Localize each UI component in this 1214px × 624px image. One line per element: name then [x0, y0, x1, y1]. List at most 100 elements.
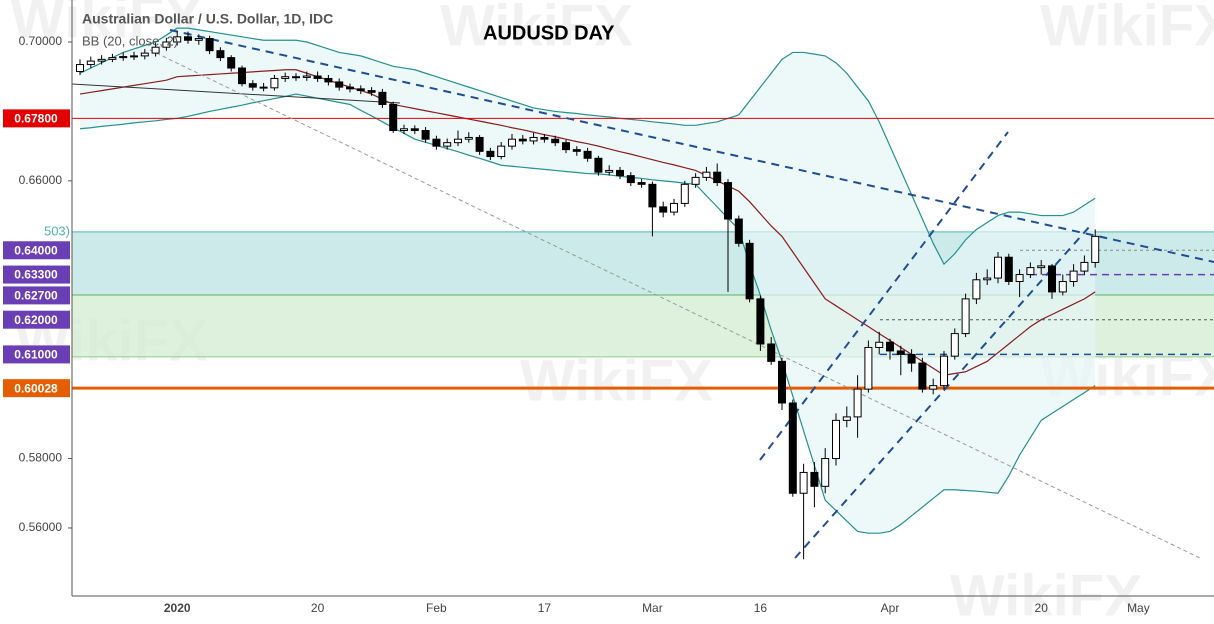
candle-body — [950, 333, 959, 357]
price-badge — [3, 265, 70, 284]
price-badge — [3, 310, 70, 329]
candle-body — [378, 91, 387, 105]
candle-body — [659, 206, 668, 213]
band-fill — [80, 28, 1096, 534]
candle-body — [799, 471, 808, 494]
candle-body — [724, 182, 732, 220]
trendline — [759, 131, 1009, 461]
candle-body — [821, 458, 830, 487]
candle-body — [540, 136, 549, 140]
trendline — [149, 49, 1201, 559]
level-lines — [72, 117, 1214, 390]
price-badge-label: 0.61000 — [14, 348, 58, 362]
candle-body — [648, 183, 657, 208]
watermark: WikiFX — [1040, 0, 1214, 58]
candle-body — [1069, 270, 1078, 283]
bollinger-bands — [79, 27, 1096, 534]
x-tick-label: Apr — [881, 601, 900, 615]
candle-body — [810, 471, 819, 487]
candle-body — [335, 81, 344, 88]
candle-body — [454, 138, 462, 144]
candle-body — [1080, 261, 1089, 272]
watermark: WikiFX — [520, 348, 713, 413]
candle-body — [173, 36, 182, 43]
candle-body — [356, 88, 365, 92]
candle-body — [605, 169, 614, 173]
candle-body — [292, 76, 300, 79]
candle-body — [1026, 267, 1035, 276]
candle-body — [907, 353, 916, 364]
x-tick-label: 16 — [754, 601, 768, 615]
candle-body — [464, 136, 473, 140]
candle-body — [518, 138, 527, 142]
candle-body — [788, 402, 797, 494]
candle-body — [972, 279, 981, 300]
candle-body — [551, 138, 560, 144]
x-tick-label: 20 — [311, 601, 325, 615]
trendline — [169, 29, 1214, 263]
band-line — [79, 27, 1096, 266]
candle-body — [475, 136, 484, 152]
candle-body — [594, 157, 603, 173]
price-badges: 0.67800 0.64000 0.63300 0.62700 0.62000 0.610… — [3, 109, 70, 398]
candle-body — [151, 46, 160, 54]
watermark: WikiFX — [950, 563, 1143, 624]
candle-body — [227, 57, 236, 69]
candle-body — [983, 277, 992, 281]
candle-body — [130, 55, 138, 58]
price-badge-label: 0.62000 — [14, 313, 58, 327]
y-tick-label: 0.70000 — [19, 34, 63, 48]
x-tick-label: 2020 — [164, 601, 191, 615]
candle-body — [1037, 265, 1046, 269]
candle-body — [497, 145, 506, 158]
price-badge-label: 0.60028 — [14, 381, 58, 395]
x-tick-label: Feb — [426, 601, 447, 615]
candle-body — [832, 419, 840, 460]
candle-body — [702, 171, 711, 178]
candle-body — [583, 150, 592, 159]
candle-body — [940, 355, 948, 387]
candle-body — [875, 341, 884, 348]
candles — [76, 30, 1100, 560]
candle-body — [529, 136, 538, 142]
candle-body — [367, 90, 376, 93]
candle-body — [238, 67, 246, 85]
candle-body — [389, 103, 398, 132]
candle-body — [119, 56, 128, 59]
candle-body — [324, 77, 333, 83]
candle-body — [616, 169, 624, 177]
chart-subtitle: Australian Dollar / U.S. Dollar, 1D, IDC — [82, 11, 333, 27]
candle-body — [313, 75, 322, 79]
y-tick-label: 0.66000 — [19, 173, 63, 187]
candle-body — [140, 52, 149, 57]
candle-body — [842, 416, 851, 421]
candle-body — [680, 183, 689, 204]
candle-body — [76, 64, 84, 73]
x-tick-label: May — [1127, 601, 1150, 615]
candle-body — [216, 50, 225, 59]
price-badge — [3, 241, 70, 260]
candle-body — [994, 256, 1002, 279]
candle-body — [778, 360, 786, 404]
indicator-label: BB (20, close, 2) — [82, 33, 178, 48]
trendlines — [71, 29, 1214, 559]
chart-title: AUDUSD DAY — [483, 22, 615, 44]
candle-body — [97, 58, 106, 62]
candle-body — [281, 76, 290, 79]
candle-body — [270, 77, 279, 89]
candle-body — [1058, 281, 1067, 293]
candle-body — [572, 149, 581, 152]
candle-body — [637, 182, 646, 185]
candle-body — [1015, 274, 1024, 283]
candle-body — [691, 176, 700, 185]
x-tick-label: 20 — [1035, 601, 1049, 615]
candle-body — [194, 38, 203, 41]
candle-body — [756, 298, 765, 345]
candle-body — [886, 341, 894, 352]
candle-body — [929, 385, 938, 390]
candle-body — [1004, 256, 1013, 283]
candle-body — [259, 86, 268, 89]
candle-body — [626, 175, 635, 184]
trendline — [71, 83, 401, 104]
